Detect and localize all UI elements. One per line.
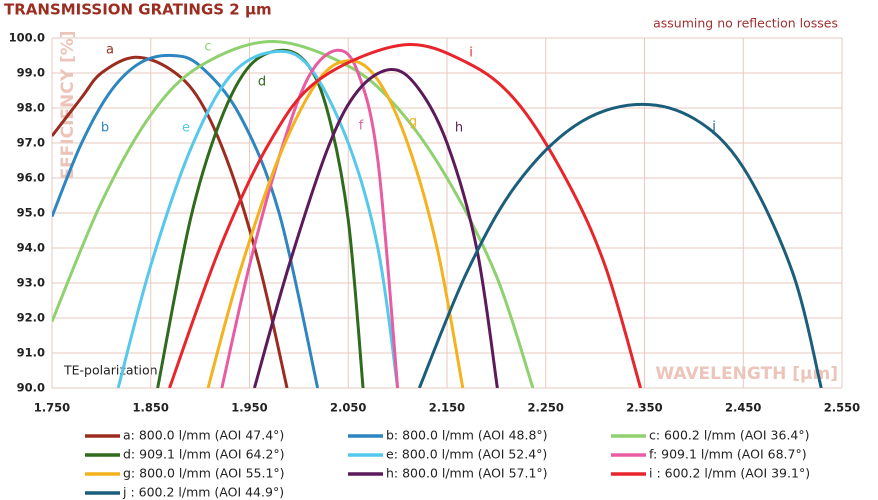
- series-label: i: [469, 46, 473, 61]
- chart-title: TRANSMISSION GRATINGS 2 µm: [4, 1, 272, 19]
- series-label: g: [409, 115, 417, 130]
- series-label: d: [258, 75, 266, 90]
- legend-label: a: 800.0 l/mm (AOI 47.4°): [123, 428, 284, 443]
- y-tick-label: 90.0: [17, 381, 45, 395]
- series-line: [52, 53, 320, 388]
- annotation: TE-polarization: [63, 363, 158, 378]
- y-tick-label: 100.0: [9, 31, 45, 45]
- series-line: [52, 39, 535, 388]
- x-tick-label: 1.950: [231, 401, 267, 415]
- y-tick-label: 91.0: [17, 346, 45, 360]
- series-label: c: [204, 40, 211, 55]
- y-tick-label: 93.0: [17, 276, 45, 290]
- legend-label: b: 800.0 l/mm (AOI 48.8°): [386, 428, 548, 443]
- series-line: [52, 55, 289, 388]
- series-label: b: [101, 121, 109, 136]
- x-tick-label: 2.550: [824, 401, 860, 415]
- series-line: [116, 49, 400, 388]
- series-label: a: [106, 43, 114, 58]
- x-tick-label: 2.150: [429, 401, 465, 415]
- series-line: [252, 67, 499, 388]
- legend-label: h: 800.0 l/mm (AOI 57.1°): [386, 466, 548, 481]
- legend-label: j : 600.2 l/mm (AOI 44.9°): [122, 485, 284, 500]
- subtitle: assuming no reflection losses: [653, 16, 838, 31]
- series-label: j: [711, 120, 716, 135]
- x-tick-label: 2.050: [330, 401, 366, 415]
- y-tick-label: 92.0: [17, 311, 45, 325]
- x-tick-label: 1.850: [133, 401, 169, 415]
- series-label: f: [359, 119, 364, 134]
- series-line: [417, 102, 823, 388]
- legend-label: c: 600.2 l/mm (AOI 36.4°): [649, 428, 810, 443]
- y-tick-label: 95.0: [17, 206, 45, 220]
- y-axis-label: EFFICIENCY [%]: [58, 30, 78, 179]
- y-tick-label: 96.0: [17, 171, 45, 185]
- legend-label: e: 800.0 l/mm (AOI 52.4°): [386, 447, 547, 462]
- x-tick-label: 1.750: [34, 401, 70, 415]
- y-tick-label: 98.0: [17, 101, 45, 115]
- x-axis-label: WAVELENGTH [µm]: [655, 364, 838, 384]
- legend-label: f: 909.1 l/mm (AOI 68.7°): [649, 447, 807, 462]
- legend-label: g: 800.0 l/mm (AOI 55.1°): [123, 466, 285, 481]
- legend-label: d: 909.1 l/mm (AOI 64.2°): [123, 447, 285, 462]
- plot-area: [52, 39, 823, 388]
- series-line: [168, 43, 642, 388]
- y-tick-label: 97.0: [17, 136, 45, 150]
- series-label: h: [455, 121, 463, 136]
- x-tick-label: 2.350: [626, 401, 662, 415]
- y-tick-label: 99.0: [17, 66, 45, 80]
- series-label: e: [182, 121, 190, 136]
- y-tick-label: 94.0: [17, 241, 45, 255]
- legend-label: i : 600.2 l/mm (AOI 39.1°): [649, 466, 810, 481]
- x-tick-label: 2.250: [528, 401, 564, 415]
- x-tick-label: 2.450: [725, 401, 761, 415]
- series-line: [220, 48, 400, 388]
